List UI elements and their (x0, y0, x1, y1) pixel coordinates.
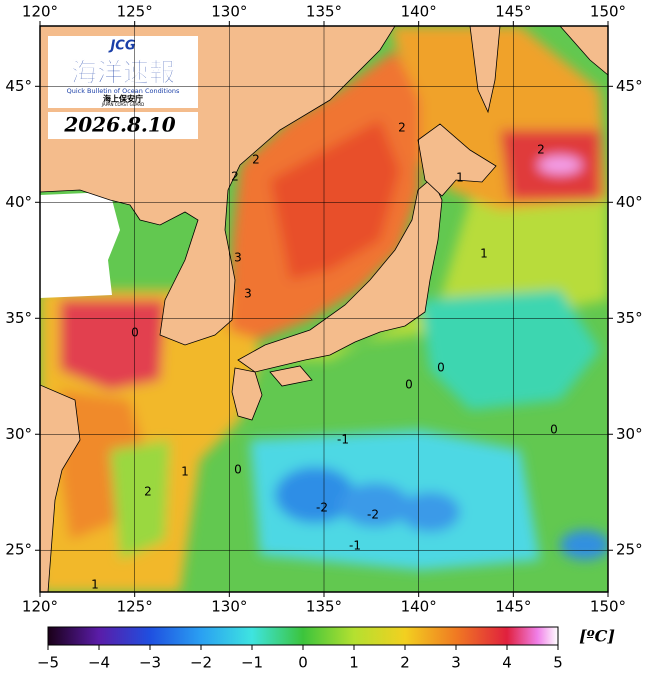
logo-agency: 海上保安庁 (103, 94, 143, 104)
contour-label: -1 (337, 433, 349, 447)
x-tick-label: 120° (22, 598, 58, 616)
colorbar-tick-label: −4 (88, 654, 110, 672)
y-tick-label: 25° (5, 541, 32, 559)
colorbar-tick-label: −5 (37, 654, 59, 672)
y-tick-label: 45° (616, 77, 643, 95)
colorbar-tick-label: −1 (241, 654, 263, 672)
contour-label: 1 (91, 578, 99, 592)
x-tick-label: 135° (306, 3, 342, 21)
x-tick-label: 140° (401, 3, 437, 21)
logo-title: 海洋速報 (71, 58, 176, 89)
x-tick-label: 130° (211, 3, 247, 21)
contour-label: -2 (367, 508, 379, 522)
logo-badge: JCG (107, 39, 135, 54)
y-tick-label: 40° (616, 193, 643, 211)
x-tick-label: 120° (22, 3, 58, 21)
colorbar-tick-label: −3 (139, 654, 161, 672)
colorbar-tick-label: 4 (502, 654, 512, 672)
contour-label: 2 (252, 153, 260, 167)
x-tick-label: 150° (590, 598, 626, 616)
y-tick-label: 35° (5, 309, 32, 327)
colorbar-tick-label: 3 (451, 654, 461, 672)
x-tick-label: 140° (401, 598, 437, 616)
y-tick-label: 40° (5, 193, 32, 211)
contour-label: -1 (349, 539, 361, 553)
colorbar-tick-label: −2 (190, 654, 212, 672)
colorbar (47, 626, 559, 646)
contour-label: 2 (231, 170, 239, 184)
date-box (48, 112, 198, 139)
x-tick-label: 125° (117, 598, 153, 616)
contour-label: -2 (316, 501, 328, 515)
x-tick-label: 145° (495, 598, 531, 616)
x-tick-label: 130° (211, 598, 247, 616)
x-tick-label: 135° (306, 598, 342, 616)
contour-label: 1 (181, 465, 189, 479)
y-tick-label: 30° (5, 425, 32, 443)
logo-subtitle: Quick Bulletin of Ocean Conditions (67, 87, 180, 95)
contour-label: 0 (234, 463, 242, 477)
y-tick-label: 30° (616, 425, 643, 443)
colorbar-unit: [ºC] (579, 627, 615, 646)
x-tick-label: 145° (495, 3, 531, 21)
y-tick-label: 25° (616, 541, 643, 559)
contour-label: 0 (437, 361, 445, 375)
contour-label: 2 (144, 485, 152, 499)
logo-box (48, 36, 198, 108)
colorbar-tick-label: 2 (400, 654, 410, 672)
contour-label: 2 (537, 143, 545, 157)
colorbar-tick-label: 5 (553, 654, 563, 672)
logo-agency-en: JAPAN COAST GUARD (101, 102, 145, 107)
contour-label: 1 (480, 247, 488, 261)
contour-label: 2 (398, 121, 406, 135)
contour-label: 0 (405, 378, 413, 392)
x-tick-label: 125° (117, 3, 153, 21)
y-tick-label: 35° (616, 309, 643, 327)
date: 2026.8.10 (63, 113, 175, 137)
contour-label: 0 (131, 326, 139, 340)
contour-label: 3 (244, 287, 252, 301)
x-tick-label: 150° (590, 3, 626, 21)
colorbar-tick-label: 1 (349, 654, 359, 672)
contour-label: 1 (456, 171, 464, 185)
y-tick-label: 45° (5, 77, 32, 95)
contour-label: 3 (234, 251, 242, 265)
colorbar-tick-label: 0 (298, 654, 308, 672)
logo: JCG 海洋速報 Quick Bulletin of Ocean Conditi… (48, 36, 198, 139)
contour-label: 0 (550, 423, 558, 437)
